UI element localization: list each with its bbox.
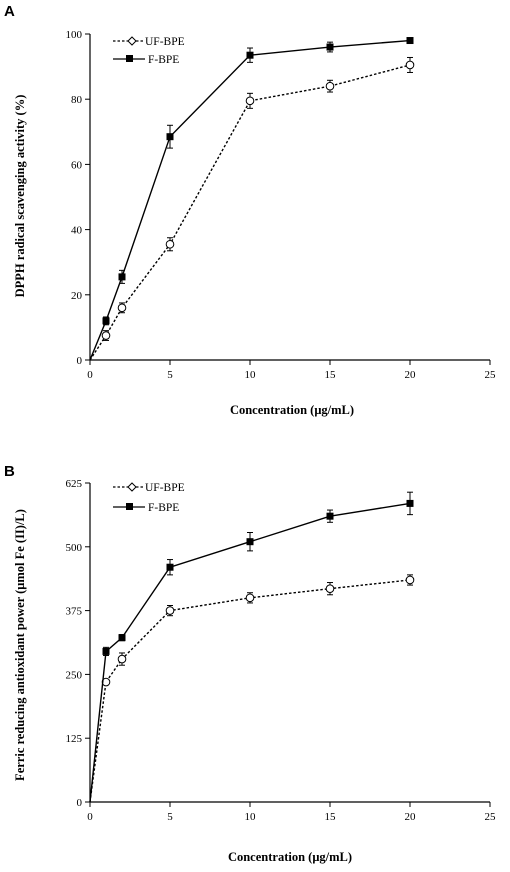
data-point-uf-bpe [405, 60, 415, 70]
y-tick-label: 60 [71, 159, 83, 171]
data-point-f-bpe [102, 317, 110, 325]
x-tick-label: 0 [87, 369, 93, 381]
data-point-uf-bpe [101, 331, 111, 340]
x-axis-title: Concentration (μg/mL) [228, 850, 352, 864]
data-point-uf-bpe [165, 239, 175, 249]
data-point-f-bpe [406, 37, 414, 45]
y-tick-label: 0 [77, 797, 83, 809]
data-point-f-bpe [166, 133, 174, 141]
y-tick-label: 40 [71, 225, 83, 237]
y-axis-title: DPPH radical scavenging activity (%) [13, 95, 27, 298]
data-point-f-bpe [166, 563, 174, 571]
data-point-uf-bpe [245, 96, 255, 106]
y-tick-label: 125 [66, 733, 83, 745]
x-tick-label: 20 [405, 811, 417, 823]
x-tick-label: 0 [87, 811, 93, 823]
legend-marker-uf-bpe [127, 36, 137, 46]
x-tick-label: 5 [167, 369, 173, 381]
x-tick-label: 10 [245, 369, 257, 381]
y-tick-label: 500 [66, 542, 83, 554]
data-point-uf-bpe [325, 81, 335, 91]
data-point-uf-bpe [117, 654, 127, 664]
legend: UF-BPE F-BPE [113, 36, 185, 66]
x-tick-label: 5 [167, 811, 173, 823]
data-point-uf-bpe [405, 575, 415, 585]
data-point-f-bpe [406, 499, 414, 507]
y-tick-label: 250 [66, 669, 83, 681]
y-tick-label: 100 [66, 29, 83, 41]
x-tick-label: 20 [405, 369, 417, 381]
y-tick-label: 375 [66, 606, 83, 618]
legend-label-uf-bpe: UF-BPE [145, 36, 185, 48]
data-point-uf-bpe [165, 606, 175, 615]
y-tick-label: 20 [71, 290, 83, 302]
legend-label-f-bpe: F-BPE [148, 54, 179, 66]
legend-marker-f-bpe [126, 55, 133, 62]
data-point-uf-bpe [245, 593, 255, 603]
x-tick-label: 25 [485, 811, 497, 823]
x-tick-label: 15 [325, 369, 337, 381]
legend-label-uf-bpe: UF-BPE [145, 482, 185, 494]
legend-marker-f-bpe [126, 503, 133, 510]
legend-marker-uf-bpe [127, 482, 137, 492]
x-axis-title: Concentration (μg/mL) [230, 403, 354, 417]
data-point-f-bpe [326, 43, 334, 51]
y-tick-label: 625 [66, 478, 83, 490]
data-point-uf-bpe [325, 584, 335, 593]
chart-panel-a: A Concentration (μg/mL) DPPH radical sca… [4, 3, 496, 417]
data-point-f-bpe [326, 512, 334, 520]
data-point-f-bpe [118, 273, 126, 281]
y-axis-title: Ferric reducing antioxidant power (μmol … [13, 509, 27, 781]
x-tick-label: 10 [245, 811, 257, 823]
data-point-uf-bpe [117, 303, 127, 313]
data-point-f-bpe [102, 647, 110, 655]
data-point-f-bpe [246, 51, 254, 59]
data-point-f-bpe [118, 634, 126, 642]
legend: UF-BPE F-BPE [113, 482, 185, 514]
x-tick-label: 15 [325, 811, 337, 823]
y-tick-label: 80 [71, 94, 83, 106]
legend-label-f-bpe: F-BPE [148, 502, 179, 514]
panel-letter-b: B [4, 463, 15, 480]
y-tick-label: 0 [77, 355, 83, 367]
panel-letter-a: A [4, 3, 15, 20]
x-tick-label: 25 [485, 369, 497, 381]
data-point-f-bpe [246, 538, 254, 546]
chart-panel-b: B Concentration (μg/mL) Ferric reducing … [4, 463, 496, 864]
